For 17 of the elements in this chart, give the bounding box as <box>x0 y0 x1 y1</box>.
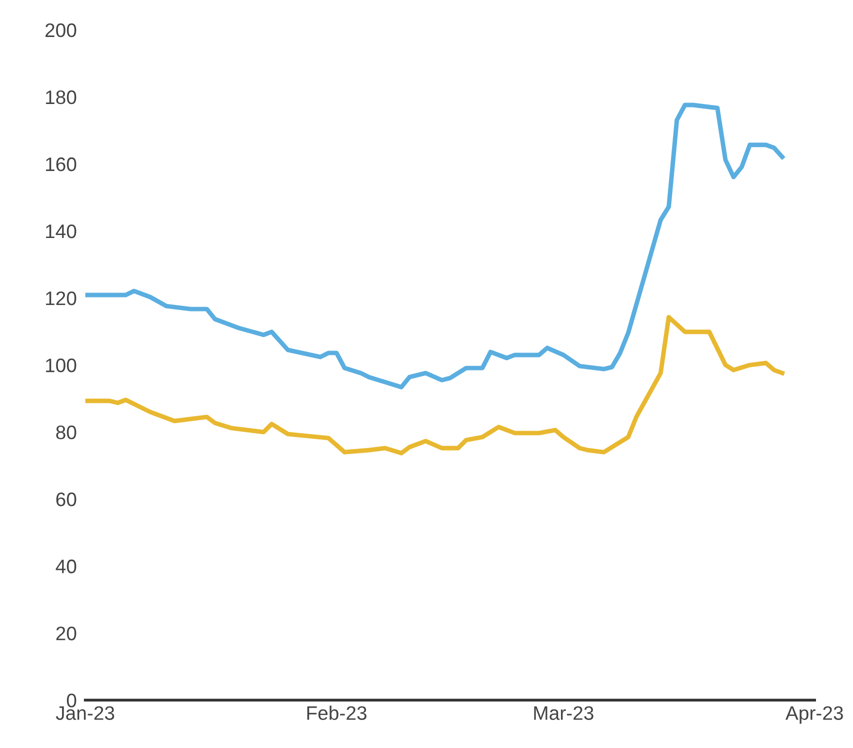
x-tick-label: Jan-23 <box>56 706 114 720</box>
y-tick-label: 0 <box>66 694 76 708</box>
y-tick-label: 160 <box>46 157 76 172</box>
y-tick-label: 100 <box>46 358 76 372</box>
x-tick-label: Apr-23 <box>785 706 843 724</box>
y-tick-label: 120 <box>46 291 76 306</box>
y-tick-label: 180 <box>46 90 76 104</box>
y-tick-label: 40 <box>56 560 76 574</box>
y-tick-label: 200 <box>46 23 76 38</box>
x-tick-label: Mar-23 <box>534 706 594 720</box>
line-series <box>85 314 784 456</box>
y-tick-label: 20 <box>56 626 76 640</box>
y-tick-label: 140 <box>46 224 76 238</box>
x-tick-label: Feb-23 <box>307 706 366 720</box>
line-series <box>85 102 784 390</box>
y-tick-label: 80 <box>56 426 76 440</box>
y-tick-label: 60 <box>56 492 76 506</box>
